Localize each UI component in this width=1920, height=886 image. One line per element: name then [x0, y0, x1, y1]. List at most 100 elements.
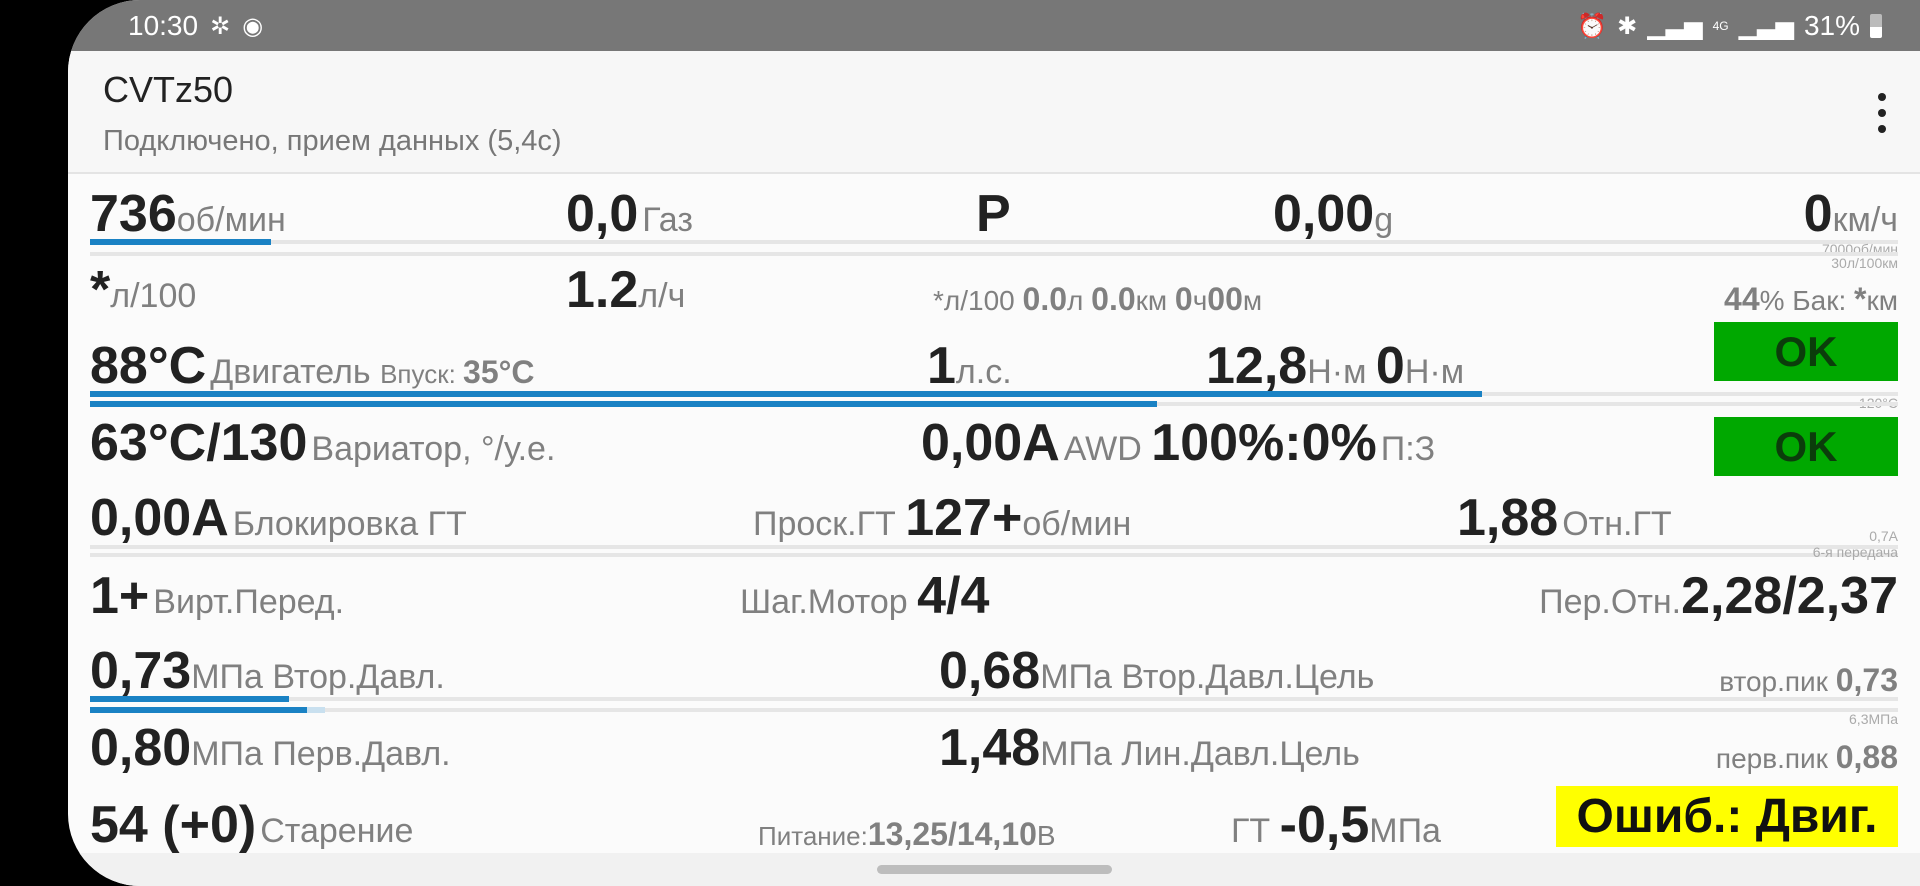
power-unit: л.с.	[955, 353, 1012, 392]
virtual-gear-value: 1+	[90, 567, 150, 626]
rpm-gauge	[90, 239, 1898, 245]
gear-gauge	[90, 553, 1898, 557]
virtual-gear-label: Вирт.Перед.	[153, 583, 345, 622]
speed-unit: км/ч	[1832, 201, 1898, 240]
engine-temp-label: Двигатель	[210, 353, 381, 392]
trip-svalue: 0.0	[1022, 281, 1068, 318]
awd-value: 0,00A	[921, 414, 1060, 473]
fuel-per-hour-unit: л/ч	[638, 277, 686, 316]
pri-pressure-value: 0,80	[90, 719, 192, 778]
torque: 12,8 Н·м 0 Н·м	[1206, 337, 1465, 396]
tc-ratio: 1,88 Отн.ГТ	[1457, 489, 1672, 548]
fuel-gauge-max-label: 30л/100км	[1831, 255, 1898, 271]
pri-pressure: 0,80 МПа Перв.Давл.	[90, 719, 451, 778]
sec-pressure-gauge	[90, 696, 1898, 702]
lockup-label: Блокировка ГТ	[232, 505, 467, 544]
speed: 0 км/ч	[1804, 188, 1898, 240]
rpm-value: 736	[90, 185, 177, 244]
pri-pressure-gauge-fill	[90, 707, 307, 713]
stepper-label: Шаг.Мотор	[740, 583, 918, 622]
battery-percent: 31%	[1803, 10, 1860, 41]
engine-temp-value: 88°C	[90, 337, 207, 396]
tank: 44% Бак: * км	[1724, 281, 1898, 318]
tc-slip-label: Проск.ГТ	[753, 505, 906, 544]
virtual-gear: 1+ Вирт.Перед.	[90, 567, 345, 626]
tc-pressure-unit: МПа	[1369, 812, 1441, 851]
more-vert-icon[interactable]	[1876, 93, 1888, 133]
rpm-unit: об/мин	[176, 201, 286, 240]
trip-slabel: ч	[1192, 285, 1208, 317]
rpm: 736 об/мин	[90, 185, 286, 244]
cvt-temp-value: 63°C/130	[90, 414, 308, 473]
lockup: 0,00A Блокировка ГТ	[90, 489, 467, 548]
lockup-value: 0,00A	[90, 489, 229, 548]
tc-slip-value: 127+	[905, 489, 1023, 548]
spotify-icon: ◉	[242, 12, 264, 40]
connection-status: Подключено, прием данных (5,4с)	[103, 125, 562, 157]
g-force-unit: g	[1374, 201, 1394, 240]
awd: 0,00A AWD 100%:0% П:З	[921, 414, 1436, 473]
sec-peak: втор.пик 0,73	[1719, 662, 1898, 699]
engine-temp-gauge-fill	[90, 391, 1483, 397]
sec-peak-slabel: втор.пик	[1719, 666, 1836, 698]
error-badge[interactable]: Ошиб.: Двиг.	[1556, 786, 1898, 847]
stepper-value: 4/4	[917, 567, 990, 626]
tc-slip-unit: об/мин	[1022, 505, 1132, 544]
engine-temp: 88°C Двигатель Впуск: 35°C	[90, 337, 535, 396]
status-bar: 10:30 ✲ ◉ ⏰ ✱ ▁▃▅ 4G ▁▃▅ 31%	[68, 0, 1920, 51]
clock: 10:30	[128, 10, 199, 41]
alarm-icon: ⏰	[1577, 12, 1608, 40]
voltage-tlabel: Питание:	[758, 821, 868, 852]
cvt-temp-label: Вариатор, °/у.е.	[311, 430, 556, 469]
fuel-per-100-unit: л/100	[110, 277, 197, 316]
sec-pressure-gauge-max-label: 6,3МПа	[1849, 711, 1898, 727]
pri-pressure-unit: МПа Перв.Давл.	[191, 735, 451, 774]
fuel-per-hour-value: 1.2	[566, 261, 639, 320]
line-pressure-target-unit: МПа Лин.Давл.Цель	[1040, 735, 1360, 774]
awd-value: 100%:0%	[1151, 414, 1377, 473]
torque-unit: Н·м	[1307, 353, 1376, 392]
engine-temp-gauge	[90, 391, 1898, 397]
fuel-per-hour: 1.2 л/ч	[566, 261, 686, 320]
pri-pressure-gauge	[90, 707, 1898, 713]
sec-pressure-target: 0,68 МПа Втор.Давл.Цель	[939, 645, 1374, 697]
line-pressure-target-value: 1,48	[939, 719, 1041, 778]
throttle-value: 0,0	[566, 185, 639, 244]
stepper: Шаг.Мотор 4/4	[736, 567, 990, 626]
tank-svalue: 44	[1724, 281, 1760, 318]
voltage-svalue: 13,25/14,10	[867, 816, 1037, 853]
trip-svalue: 0	[1174, 281, 1193, 318]
throttle: 0,0 Газ	[566, 185, 693, 244]
trip: * л/100 0.0 л 0.0 км 0 ч 00 м	[933, 281, 1263, 318]
pri-peak: перв.пик 0,88	[1716, 739, 1898, 776]
screen: 10:30 ✲ ◉ ⏰ ✱ ▁▃▅ 4G ▁▃▅ 31% CVTz50 Подк…	[68, 0, 1920, 886]
trip-slabel: м	[1242, 285, 1263, 317]
sec-peak-svalue: 0,73	[1835, 662, 1898, 699]
torque-unit: Н·м	[1404, 353, 1465, 392]
fuel-per-100: * л/100	[90, 264, 197, 316]
line-pressure-target: 1,48 МПа Лин.Давл.Цель	[939, 719, 1360, 778]
bluetooth-icon: ✱	[1617, 12, 1638, 40]
lockup-gauge-max-label: 0,7А	[1869, 528, 1898, 544]
lockup-gauge	[90, 545, 1898, 549]
cvt-temp: 63°C/130 Вариатор, °/у.е.	[90, 414, 556, 473]
gear-selector-value: P	[976, 185, 1011, 244]
home-handle[interactable]	[877, 865, 1112, 874]
navigation-bar	[68, 853, 1920, 886]
signal-icon: ▁▃▅	[1647, 12, 1703, 40]
signal-icon: ▁▃▅	[1738, 12, 1794, 40]
gear-ratio-value: 2,28/2,37	[1681, 567, 1898, 626]
tc-pressure-label: ГТ	[1231, 812, 1280, 851]
torque-value: 12,8	[1206, 337, 1308, 396]
fuel-gauge	[90, 252, 1898, 256]
cvt-temp-gauge	[90, 401, 1898, 407]
tc-ratio-value: 1,88	[1457, 489, 1559, 548]
battery-icon	[1870, 14, 1882, 38]
trip-svalue: 00	[1207, 281, 1243, 318]
engine-temp-tlabel: Впуск:	[380, 359, 464, 390]
awd-label: П:З	[1380, 430, 1436, 469]
pri-peak-svalue: 0,88	[1835, 739, 1898, 776]
gear-ratio: Пер.Отн. 2,28/2,37	[1535, 567, 1898, 626]
trip-svalue: 0.0	[1091, 281, 1136, 318]
engine-status-badge: OK	[1714, 322, 1898, 381]
